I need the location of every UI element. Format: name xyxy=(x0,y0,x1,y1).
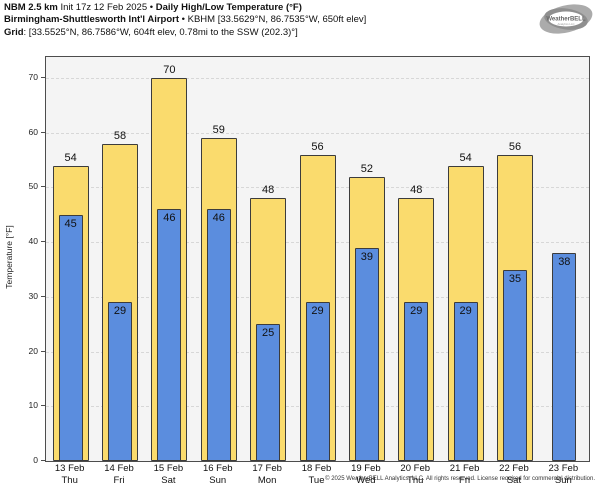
high-value-label: 52 xyxy=(360,162,373,175)
y-tick-label-30: 30 xyxy=(28,290,38,301)
x-label-date: 23 Feb xyxy=(548,463,579,474)
y-tick-label-10: 10 xyxy=(28,400,38,411)
low-value-label: 39 xyxy=(360,250,373,263)
x-label-weekday: Fri xyxy=(113,474,125,486)
logo-subtext: Analytics LLC xyxy=(557,22,574,26)
x-label-date: 20 Feb xyxy=(400,463,431,474)
x-label-weekday: Sun xyxy=(209,474,227,486)
y-tick-label-50: 50 xyxy=(28,181,38,192)
header-line-1: NBM 2.5 km Init 17z 12 Feb 2025 • Daily … xyxy=(4,2,366,14)
x-label-date: 13 Feb xyxy=(54,463,85,474)
high-value-label: 70 xyxy=(163,64,176,76)
grid-label: Grid xyxy=(4,26,24,38)
x-label-date: 21 Feb xyxy=(449,463,480,474)
chart-title: Daily High/Low Temperature (°F) xyxy=(155,2,302,13)
low-bar-19-Feb xyxy=(354,247,379,461)
hurricane-swirl-icon xyxy=(539,4,593,34)
y-tick-label-60: 60 xyxy=(28,126,38,137)
station-details: • KBHM [33.5629°N, 86.7535°W, 650ft elev… xyxy=(179,14,367,26)
low-value-label: 46 xyxy=(212,212,225,225)
header-line-2: Birmingham-Shuttlesworth Int'l Airport •… xyxy=(4,14,366,26)
x-tick-label-21-Feb: 21 Feb Fri xyxy=(450,463,480,486)
y-tick-label-40: 40 xyxy=(28,236,38,247)
low-value-label: 29 xyxy=(311,305,324,318)
x-tick-label-14-Feb: 14 Feb Fri xyxy=(104,463,134,486)
x-tick-label-15-Feb: 15 Feb Sat xyxy=(154,463,184,486)
init-time: Init 17z 12 Feb 2025 • xyxy=(57,2,156,13)
logo-text: WeatherBELL xyxy=(546,17,586,23)
x-tick-label-17-Feb: 17 Feb Mon xyxy=(252,463,282,486)
high-value-label: 56 xyxy=(311,140,324,153)
y-tick-label-20: 20 xyxy=(28,345,38,356)
x-label-date: 15 Feb xyxy=(153,463,184,474)
low-bar-14-Feb xyxy=(108,302,133,461)
low-value-label: 35 xyxy=(508,272,522,285)
y-axis-title: Temperature [°F] xyxy=(4,225,14,289)
header-line-3: Grid: [33.5525°N, 86.7586°W, 604ft elev,… xyxy=(4,27,366,39)
low-value-label: 25 xyxy=(262,327,275,340)
low-bar-20-Feb xyxy=(404,302,429,461)
gridline-60 xyxy=(46,132,589,134)
weatherbell-logo: WeatherBELL Analytics LLC xyxy=(539,4,593,34)
low-bar-23-Feb xyxy=(552,253,577,461)
low-value-label: 29 xyxy=(459,305,472,318)
low-value-label: 29 xyxy=(410,305,423,318)
low-bar-13-Feb xyxy=(58,214,83,461)
x-tick-label-18-Feb: 18 Feb Tue xyxy=(302,463,332,486)
plot-area: 54 45 58 29 70 46 59 46 48 25 56 29 52 39 48 29 54 29 56 35… xyxy=(45,56,590,462)
x-label-date: 17 Feb xyxy=(252,463,282,474)
model-name: NBM 2.5 km xyxy=(4,2,58,13)
x-label-weekday: Thu xyxy=(61,474,78,486)
high-value-label: 58 xyxy=(113,129,127,142)
low-bar-15-Feb xyxy=(157,209,182,461)
gridline-70 xyxy=(46,78,589,79)
x-tick-label-22-Feb: 22 Feb Sat xyxy=(499,463,529,486)
x-label-date: 14 Feb xyxy=(104,463,134,474)
low-bar-21-Feb xyxy=(453,302,478,461)
station-name: Birmingham-Shuttlesworth Int'l Airport xyxy=(4,14,180,26)
x-label-weekday: Sat xyxy=(161,474,176,486)
high-value-label: 48 xyxy=(410,184,423,197)
x-tick-label-23-Feb: 23 Feb Sun xyxy=(549,463,579,486)
low-value-label: 38 xyxy=(558,256,571,269)
low-value-label: 46 xyxy=(163,212,176,225)
x-tick-label-19-Feb: 19 Feb Wed xyxy=(351,463,381,486)
low-value-label: 45 xyxy=(64,217,77,230)
high-value-label: 54 xyxy=(459,151,472,164)
x-label-date: 19 Feb xyxy=(351,463,381,474)
low-bar-18-Feb xyxy=(305,302,330,461)
low-bar-17-Feb xyxy=(256,324,281,461)
x-tick-label-16-Feb: 16 Feb Sun xyxy=(203,463,233,486)
high-value-label: 59 xyxy=(212,124,225,137)
x-label-weekday: Mon xyxy=(257,474,277,486)
copyright-footer: © 2025 WeatherBELL Analytics, LLC. All r… xyxy=(325,476,595,482)
x-tick-label-13-Feb: 13 Feb Thu xyxy=(55,463,85,486)
x-tick-label-20-Feb: 20 Feb Thu xyxy=(400,463,430,486)
x-label-date: 16 Feb xyxy=(202,463,233,474)
low-bar-22-Feb xyxy=(502,269,527,461)
x-label-date: 18 Feb xyxy=(301,463,332,474)
chart-header: NBM 2.5 km Init 17z 12 Feb 2025 • Daily … xyxy=(4,2,366,39)
grid-details: : [33.5525°N, 86.7586°W, 604ft elev, 0.7… xyxy=(23,26,298,38)
y-tick-label-0: 0 xyxy=(33,455,38,465)
low-value-label: 29 xyxy=(113,305,127,318)
x-label-date: 22 Feb xyxy=(499,463,529,474)
low-bar-16-Feb xyxy=(206,209,231,461)
high-value-label: 48 xyxy=(262,184,275,197)
y-tick-label-70: 70 xyxy=(28,72,38,82)
high-value-label: 54 xyxy=(64,151,77,164)
high-value-label: 56 xyxy=(508,140,522,153)
